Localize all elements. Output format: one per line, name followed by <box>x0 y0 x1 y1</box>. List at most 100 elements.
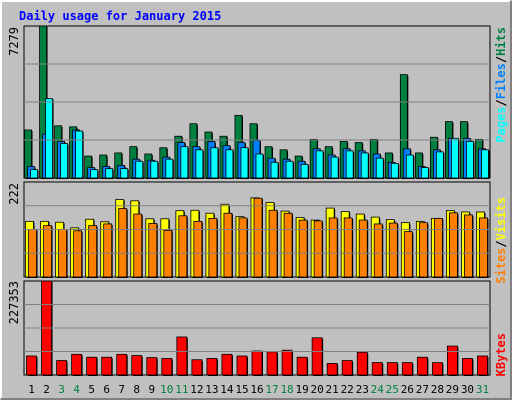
kbytes-bar <box>341 360 354 376</box>
day-label: 3 <box>58 383 65 396</box>
kbytes-bar <box>386 362 399 376</box>
kbytes-bar <box>477 355 489 376</box>
sites-bar <box>343 217 354 278</box>
pages-bar <box>390 162 400 179</box>
kbytes-bar <box>131 355 143 376</box>
kbytes-bar <box>191 359 203 376</box>
pages-bar <box>45 98 54 179</box>
sites-bar <box>193 220 203 278</box>
sites-bar <box>43 225 53 278</box>
pages-bar <box>240 147 249 179</box>
kbytes-bar <box>221 353 233 376</box>
chart-title: Daily usage for January 2015 <box>19 9 221 23</box>
kbytes-bar <box>431 362 444 376</box>
legend-pages: Pages <box>494 107 508 143</box>
pages-bar <box>90 169 99 179</box>
kbytes-bar <box>146 357 158 376</box>
pages-bar <box>405 154 415 179</box>
kbytes-bar <box>296 356 309 376</box>
day-label: 30 <box>461 383 474 396</box>
pages-bar <box>60 143 69 179</box>
sites-bar <box>403 231 414 278</box>
kbytes-bar <box>176 336 188 376</box>
pages-bar <box>210 147 219 179</box>
day-label: 24 <box>371 383 385 396</box>
pages-bar <box>135 160 144 179</box>
sites-bar <box>313 220 324 278</box>
day-label: 22 <box>341 383 354 396</box>
sites-bar <box>208 217 218 278</box>
pages-bar <box>270 161 280 179</box>
kbytes-bar <box>251 350 263 376</box>
day-label: 31 <box>476 383 489 396</box>
pages-bar <box>451 137 460 179</box>
kbytes-bar <box>462 358 474 376</box>
kbytes-bar <box>56 360 68 376</box>
sites-bar <box>268 209 279 278</box>
pages-bar <box>195 149 204 179</box>
pages-bar <box>481 149 490 179</box>
day-label: 16 <box>250 383 263 396</box>
day-label: 9 <box>148 383 155 396</box>
day-label: 27 <box>416 383 429 396</box>
day-label: 10 <box>160 383 173 396</box>
day-label: 23 <box>356 383 369 396</box>
kbytes-bar <box>161 358 173 376</box>
kbytes-bar <box>266 351 279 376</box>
day-label: 15 <box>235 383 248 396</box>
pages-bar <box>435 151 445 179</box>
day-label: 2 <box>43 383 50 396</box>
pages-bar <box>360 152 370 179</box>
kbytes-panel-max-label: 227353 <box>7 281 21 324</box>
kbytes-bar <box>416 356 429 376</box>
kbytes-bar <box>206 358 218 376</box>
day-label: 20 <box>311 383 324 396</box>
sites-bar <box>133 213 143 278</box>
day-label: 8 <box>133 383 140 396</box>
sites-bar <box>223 212 233 278</box>
day-label: 1 <box>28 383 35 396</box>
day-label: 17 <box>265 383 278 396</box>
kbytes-bar <box>311 337 324 376</box>
kbytes-bar <box>236 355 248 376</box>
sites-bar <box>298 219 309 278</box>
pages-bar <box>105 168 114 179</box>
day-label: 12 <box>190 383 203 396</box>
pages-bar <box>165 158 174 179</box>
day-label: 21 <box>326 383 339 396</box>
kbytes-bar <box>71 353 83 376</box>
pages-bar <box>255 153 264 179</box>
sites-bar <box>163 229 173 278</box>
sites-bar <box>388 222 399 278</box>
day-label: 6 <box>103 383 110 396</box>
pages-bar <box>225 149 234 179</box>
sites-bar <box>88 225 98 278</box>
pages-bar <box>315 150 325 179</box>
legend-sites: Sites <box>494 248 508 284</box>
sites-bar <box>178 215 188 278</box>
day-label: 7 <box>118 383 125 396</box>
pages-bar <box>466 141 475 179</box>
pages-bar <box>345 150 355 179</box>
day-label: 11 <box>175 383 188 396</box>
day-label: 28 <box>431 383 444 396</box>
legend-sep-1: / <box>494 99 508 106</box>
sites-bar <box>433 217 444 278</box>
pages-bar <box>30 169 39 179</box>
sites-bar <box>358 219 369 278</box>
sites-bar <box>479 217 489 278</box>
sites-bar <box>373 223 384 278</box>
kbytes-panel-legend: KBytes <box>494 333 508 376</box>
day-label: 14 <box>220 383 234 396</box>
kbytes-bar <box>401 362 414 376</box>
visits-panel-max-label: 222 <box>7 183 21 205</box>
legend-files: Files <box>494 63 508 99</box>
kbytes-bar <box>281 349 294 376</box>
visits-panel-legend: Sites/Visits <box>494 197 508 284</box>
pages-bar <box>150 160 159 179</box>
sites-bar <box>328 217 339 278</box>
hits-panel-max-label: 7279 <box>7 27 21 56</box>
pages-bar <box>285 160 295 179</box>
